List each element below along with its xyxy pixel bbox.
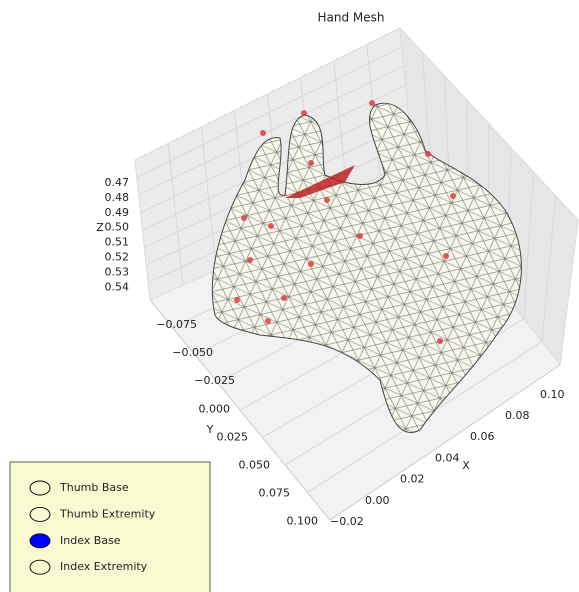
x-tick-label: 0.08: [505, 409, 530, 422]
x-tick-label: 0.04: [435, 451, 460, 464]
z-tick-label: 0.50: [105, 221, 130, 234]
z-tick-label: 0.49: [105, 206, 130, 219]
y-tick-label: −0.025: [194, 374, 235, 387]
plot-canvas: Hand Mesh Z Y X 0.47 0.48 0.49 0.50 0.51 0.52…: [0, 0, 579, 592]
z-tick-label: 0.54: [105, 280, 130, 293]
y-tick-label: −0.075: [156, 318, 197, 331]
z-tick-label: 0.51: [105, 236, 130, 249]
x-tick-label: 0.02: [400, 473, 425, 486]
y-axis-label: Y: [206, 423, 214, 436]
radio-label[interactable]: Thumb Base: [59, 481, 129, 494]
x-axis-label: X: [462, 459, 470, 472]
y-tick-label: 0.000: [199, 402, 231, 415]
plot-title: Hand Mesh: [317, 11, 384, 25]
x-tick-label: 0.00: [365, 494, 390, 507]
y-tick-label: 0.050: [239, 459, 271, 472]
y-tick-label: 0.100: [287, 515, 319, 528]
y-tick-label: 0.075: [259, 487, 291, 500]
radio-label[interactable]: Thumb Extremity: [59, 507, 156, 520]
z-tick-label: 0.53: [105, 265, 130, 278]
window: Hand Mesh Z Y X 0.47 0.48 0.49 0.50 0.51 0.52…: [0, 0, 579, 592]
y-tick-label: −0.050: [172, 346, 213, 359]
radio-label[interactable]: Index Extremity: [60, 560, 148, 573]
z-tick-label: 0.48: [105, 191, 130, 204]
radio-label[interactable]: Index Base: [60, 534, 121, 547]
x-tick-label: 0.10: [540, 388, 565, 401]
z-tick-label: 0.47: [105, 176, 130, 189]
z-axis-label: Z: [96, 221, 104, 234]
y-tick-label: 0.025: [217, 430, 249, 443]
radio-button[interactable]: [30, 534, 50, 548]
radio-option[interactable]: Index Base: [30, 534, 121, 548]
z-tick-label: 0.52: [105, 251, 130, 264]
x-tick-label: 0.06: [470, 430, 495, 443]
x-tick-label: −0.02: [330, 515, 364, 528]
